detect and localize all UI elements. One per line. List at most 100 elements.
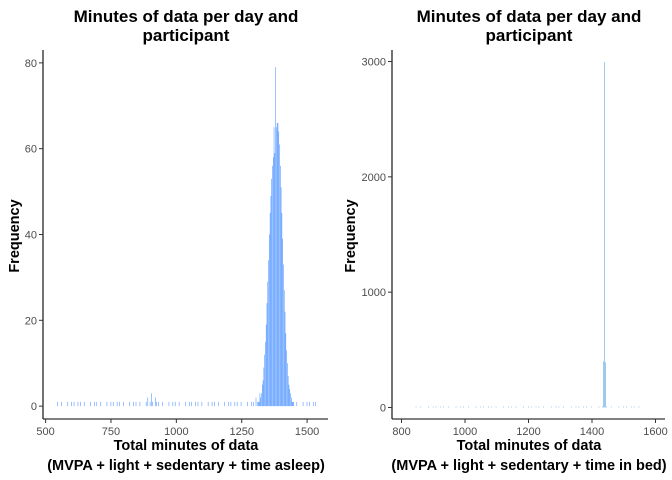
histogram-bar	[100, 401, 101, 407]
histogram-bar	[73, 401, 75, 407]
histogram-bar	[264, 354, 265, 407]
histogram-bar	[251, 401, 252, 407]
chart-title-line-1: Minutes of data per day and	[417, 7, 642, 26]
x-tick-label: 500	[36, 426, 54, 438]
histogram-bar	[555, 406, 557, 408]
x-axis-title-line-1: Total minutes of data	[114, 438, 260, 454]
y-axis-ticks: 0 1000 2000 3000	[362, 57, 392, 414]
histogram-bar	[258, 401, 260, 407]
histogram-bar	[604, 62, 605, 408]
histogram-bar	[129, 401, 131, 407]
histogram-bar	[71, 401, 72, 407]
x-tick-label: 1500	[295, 426, 319, 438]
histogram-bar	[480, 406, 482, 408]
x-axis-ticks: 800 1000 1200 1400 1600	[392, 419, 668, 438]
chart-title-line-2: participant	[143, 26, 230, 45]
histogram-bar	[240, 401, 242, 407]
histogram-bar	[174, 401, 176, 407]
y-tick-label: 3000	[362, 57, 386, 69]
histogram-bar	[618, 406, 620, 408]
histogram-bar	[269, 234, 270, 407]
histogram-bar	[61, 401, 62, 407]
histogram-bar	[280, 187, 282, 407]
histogram-bar	[77, 401, 79, 407]
histogram-bar	[602, 406, 604, 408]
histogram-bar	[435, 406, 437, 408]
x-tick-label: 1250	[229, 426, 253, 438]
histogram-bar	[191, 401, 192, 407]
histogram-bar	[147, 397, 149, 407]
histogram-bar	[197, 401, 199, 407]
x-tick-label: 1600	[643, 426, 667, 438]
histogram-bar	[488, 406, 489, 408]
histogram-bar	[282, 238, 283, 407]
histogram-bar	[123, 401, 124, 407]
histogram-bar	[133, 401, 134, 407]
histogram-bar	[508, 406, 509, 408]
x-tick-label: 1400	[580, 426, 604, 438]
histogram-bar	[292, 401, 294, 407]
histogram-bar	[523, 406, 525, 408]
histogram-bar	[578, 406, 580, 408]
histogram-bar	[230, 401, 232, 407]
histogram-bar	[145, 401, 147, 407]
histogram-bar	[263, 367, 265, 407]
chart-title-line-1: Minutes of data per day and	[74, 7, 299, 26]
histogram-bar	[214, 401, 215, 407]
histogram-bar	[152, 401, 153, 407]
histogram-bar	[603, 361, 605, 408]
histogram-bar	[570, 406, 572, 408]
histogram-bar	[218, 401, 219, 407]
histogram-bar	[110, 401, 112, 407]
histogram-bar	[57, 401, 58, 407]
histogram-bar	[280, 165, 281, 407]
histogram-bar	[273, 127, 275, 407]
histogram-bar	[260, 397, 262, 407]
histogram-bar	[234, 401, 236, 407]
histogram-bar	[271, 178, 272, 407]
histogram-bar	[623, 406, 625, 408]
histogram-bar	[575, 406, 577, 408]
histogram-bar	[155, 397, 156, 407]
histogram-bar	[201, 401, 203, 407]
histogram-bar	[626, 406, 627, 408]
histogram-bar	[290, 393, 291, 407]
histogram-bar	[178, 401, 180, 407]
histogram-bar	[90, 401, 91, 407]
histogram-bar	[116, 401, 118, 407]
x-tick-label: 1000	[164, 426, 188, 438]
histogram-bar	[276, 122, 278, 407]
histogram-bar	[432, 406, 434, 408]
histogram-bar	[277, 122, 279, 407]
histogram-bar	[83, 401, 85, 407]
histogram-bar	[274, 152, 276, 407]
histogram-bar	[638, 406, 640, 408]
histogram-bar	[265, 341, 266, 407]
histogram-bar	[583, 406, 585, 408]
histogram-bar	[185, 401, 186, 407]
x-axis-title-line-2: (MVPA + light + sedentary + time in bed)	[391, 458, 666, 474]
histogram-bar	[139, 401, 141, 407]
histogram-bar	[633, 406, 635, 408]
x-axis-title-line-2: (MVPA + light + sedentary + time asleep)	[47, 458, 325, 474]
histogram-bar	[172, 401, 174, 407]
histogram-bar	[270, 195, 272, 407]
histogram-bar	[224, 401, 225, 407]
histogram-bar	[309, 401, 310, 407]
histogram-bar	[112, 401, 114, 407]
histogram-bar	[262, 380, 264, 407]
y-tick-label: 80	[25, 58, 37, 70]
histogram-bar	[272, 165, 273, 407]
x-axis-title-line-1: Total minutes of data	[457, 438, 603, 454]
x-tick-label: 1000	[453, 426, 477, 438]
histogram-bar	[296, 401, 298, 407]
y-tick-label: 0	[31, 401, 37, 413]
histogram-bar	[258, 401, 259, 407]
histogram-bar	[460, 406, 462, 408]
histogram-bar	[267, 281, 269, 407]
histogram-bar	[293, 401, 294, 407]
histogram-bar	[483, 406, 485, 408]
y-tick-label: 1000	[362, 287, 386, 299]
histogram-bar	[510, 406, 512, 408]
